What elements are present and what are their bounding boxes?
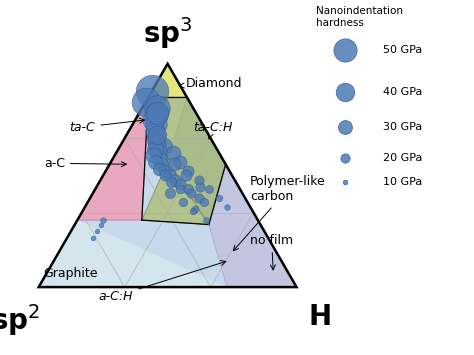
Point <box>177 181 184 187</box>
Text: sp$^2$: sp$^2$ <box>0 302 40 338</box>
Point <box>223 204 231 209</box>
Point <box>151 159 158 165</box>
Point <box>215 195 223 201</box>
Text: sp$^3$: sp$^3$ <box>143 15 192 51</box>
Text: a-C: a-C <box>44 157 127 170</box>
Point <box>177 186 184 192</box>
Point <box>184 168 192 174</box>
Point <box>154 132 161 138</box>
Polygon shape <box>142 97 226 225</box>
Point <box>182 173 190 178</box>
Point <box>142 99 149 105</box>
Point <box>152 112 160 118</box>
Point <box>155 166 163 171</box>
Point <box>93 228 100 234</box>
Text: a-C:H: a-C:H <box>99 261 226 303</box>
Point <box>151 146 158 152</box>
Polygon shape <box>209 164 297 287</box>
Point <box>154 105 161 111</box>
Polygon shape <box>77 64 297 287</box>
Point <box>152 135 160 140</box>
Point <box>196 184 204 190</box>
Text: Diamond: Diamond <box>179 77 242 90</box>
Polygon shape <box>39 220 227 287</box>
Point <box>200 200 208 205</box>
Text: ta-C:H: ta-C:H <box>193 121 233 139</box>
Point <box>195 177 202 183</box>
Point <box>156 155 164 160</box>
Point <box>184 186 192 192</box>
Point <box>154 110 161 116</box>
Point <box>152 139 160 145</box>
Point <box>148 88 156 93</box>
Polygon shape <box>77 97 148 220</box>
Point <box>154 141 161 147</box>
Point <box>157 162 165 167</box>
Text: 10 GPa: 10 GPa <box>383 178 422 187</box>
Text: Graphite: Graphite <box>44 267 98 280</box>
Point <box>190 208 197 214</box>
Point <box>150 117 157 122</box>
Polygon shape <box>148 64 187 97</box>
Point <box>179 200 187 205</box>
Point <box>152 121 160 127</box>
Point <box>166 173 174 178</box>
Text: 50 GPa: 50 GPa <box>383 45 422 55</box>
Point <box>161 168 169 174</box>
Point <box>150 153 157 158</box>
Text: 20 GPa: 20 GPa <box>383 153 422 163</box>
Point <box>205 186 213 192</box>
Point <box>155 148 163 154</box>
Point <box>97 222 104 228</box>
Point <box>202 217 210 223</box>
Point <box>160 143 167 149</box>
Point <box>191 206 199 212</box>
Point <box>168 179 175 185</box>
Point <box>161 173 169 178</box>
Point <box>170 162 178 167</box>
Text: Nanoindentation
hardness: Nanoindentation hardness <box>317 6 403 28</box>
Point <box>172 177 179 183</box>
Point <box>195 195 202 201</box>
Text: 30 GPa: 30 GPa <box>383 122 422 132</box>
Point <box>169 150 176 156</box>
Text: ta-C: ta-C <box>70 118 145 134</box>
Text: no film: no film <box>250 234 293 270</box>
Text: 40 GPa: 40 GPa <box>383 87 422 97</box>
Point <box>187 191 195 196</box>
Point <box>89 235 97 241</box>
Point <box>166 191 174 196</box>
Point <box>100 217 107 223</box>
Text: Polymer-like
carbon: Polymer-like carbon <box>233 175 326 251</box>
Polygon shape <box>168 97 226 225</box>
Point <box>177 159 184 165</box>
Point <box>151 128 158 133</box>
Text: H: H <box>308 302 331 331</box>
